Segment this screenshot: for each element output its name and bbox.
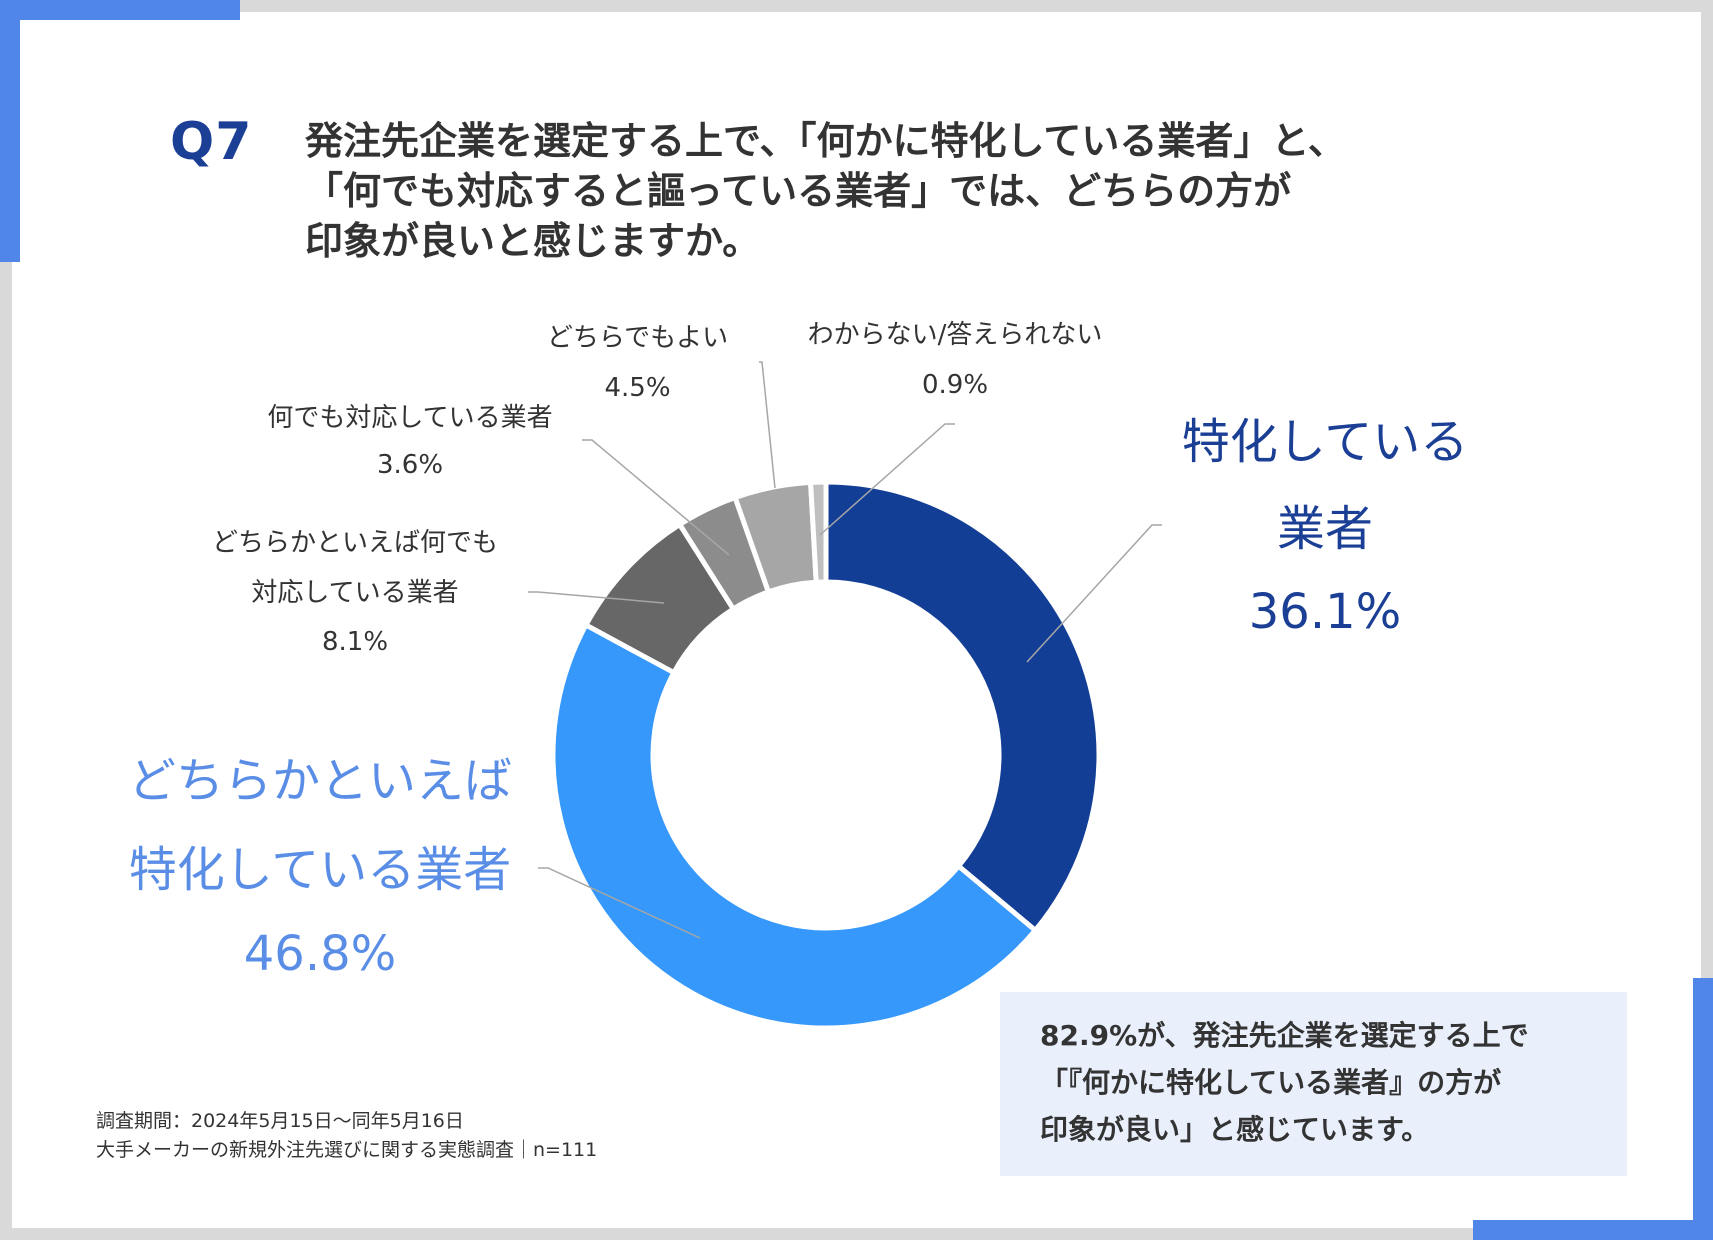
label-wakaranai-pct: 0.9% [921,370,989,400]
question-line-2: 「何でも対応すると謳っている業者」では、どちらの方が [305,169,1292,213]
leader-line-wakaranai [819,423,955,536]
leader-line-dochiraka-tokka [538,867,701,939]
label-tokka-line1: 特化している [1181,414,1469,470]
corner-accent-bottom-right-vertical [1693,978,1713,1240]
label-nandemo-line1: 何でも対応している業者 [267,403,553,433]
label-tokka-line2: 業者 [1276,501,1373,557]
slice-tokka [823,479,1102,933]
label-nandemo-pct: 3.6% [376,450,444,480]
label-wakaranai-line1: わからない/答えられない [807,320,1103,350]
summary-line-2: 「『何かに特化している業者』の方が [1040,1066,1502,1099]
label-tokka-pct: 36.1% [1248,584,1402,640]
label-dochiraka-nandemo-line1: どちらかといえば何でも [211,528,498,558]
label-dochiraka-nandemo-pct: 8.1% [321,627,389,657]
question-line-3: 印象が良いと感じますか。 [305,219,761,263]
slice-dochiraka-tokka [550,622,1038,1031]
label-dochiraka-tokka-line1: どちらかといえば [127,753,512,809]
question-line-1: 発注先企業を選定する上で、「何かに特化している業者」と、 [305,119,1346,163]
summary-line-1: 82.9%が、発注先企業を選定する上で [1040,1019,1529,1052]
leader-line-tokka [1026,524,1162,663]
leader-line-dochiraka-nandemo [528,591,665,604]
question-number: Q7 [170,112,253,172]
corner-accent-bottom-right-horizontal [1473,1220,1713,1240]
corner-accent-top-left-vertical [0,0,20,262]
summary-box: 82.9%が、発注先企業を選定する上で 「『何かに特化している業者』の方が 印象… [1000,992,1627,1176]
corner-accent-top-left-horizontal [0,0,240,20]
summary-line-3: 印象が良い」と感じています。 [1040,1113,1430,1146]
leader-line-nandemo [582,439,730,556]
label-dochirademo-pct: 4.5% [604,373,671,403]
label-dochiraka-tokka-pct: 46.8% [243,926,397,982]
label-dochirademo-line1: どちらでもよい [546,323,729,353]
slice-wakaranai [808,479,829,585]
footnote-survey: 大手メーカーの新規外注先選びに関する実態調査｜n=111 [96,1139,598,1161]
leader-line-dochirademo [759,361,776,489]
footnote-period: 調査期間：2024年5月15日〜同年5月16日 [96,1110,464,1132]
label-dochiraka-nandemo-line2: 対応している業者 [251,578,459,608]
label-dochiraka-tokka-line2: 特化している業者 [128,842,512,898]
